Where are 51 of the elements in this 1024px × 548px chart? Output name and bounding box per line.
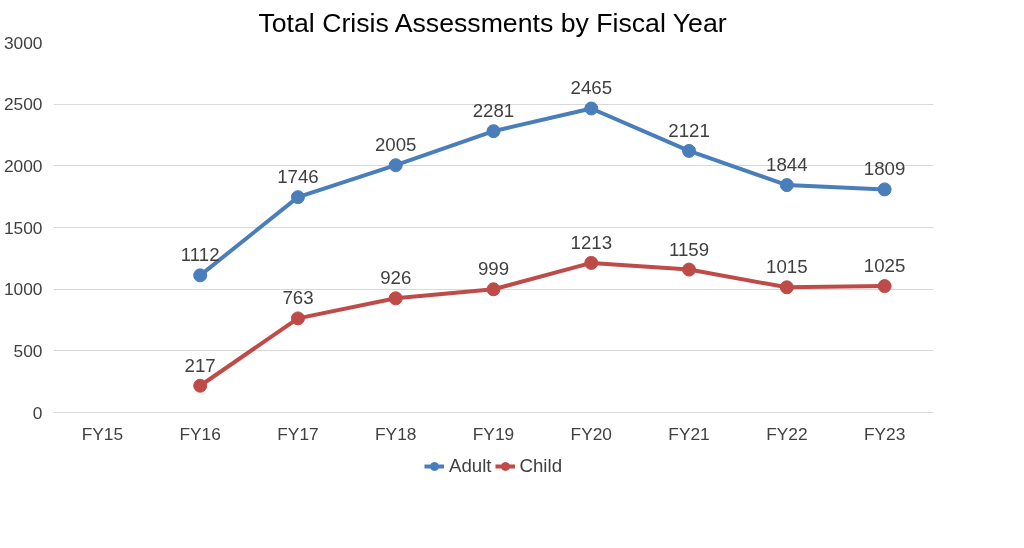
data-label: 999 (477, 258, 510, 280)
y-tick-label: 1500 (3, 217, 43, 238)
point (486, 282, 501, 297)
point (779, 280, 794, 295)
data-label: 1809 (863, 158, 906, 180)
y-tick-label: 2000 (3, 155, 43, 176)
x-tick-label: FY15 (81, 423, 124, 444)
x-tick-label: FY20 (570, 423, 612, 444)
data-label: 1025 (863, 255, 906, 277)
point (584, 255, 599, 270)
x-tick-label: FY21 (668, 423, 710, 444)
y-tick-label: 1000 (3, 279, 43, 300)
point (877, 279, 892, 294)
point (193, 268, 208, 283)
data-label: 2005 (374, 134, 417, 156)
data-label: 1746 (277, 166, 319, 188)
x-tick-label: FY16 (179, 423, 221, 444)
x-tick-label: FY22 (766, 423, 808, 444)
x-tick-label: FY17 (277, 423, 319, 444)
legend-label: Child (519, 455, 563, 477)
chart-title: Total Crisis Assessments by Fiscal Year (258, 7, 727, 38)
data-label: 763 (282, 287, 314, 309)
point (486, 124, 501, 139)
data-label: 1213 (570, 231, 613, 253)
y-tick-label: 3000 (3, 32, 43, 53)
point (388, 291, 403, 306)
point (290, 190, 305, 205)
data-label: 1159 (669, 238, 710, 260)
data-label: 217 (184, 354, 216, 376)
y-tick-label: 2500 (3, 94, 43, 115)
data-label: 1015 (766, 256, 808, 278)
x-tick-label: FY18 (375, 423, 417, 444)
data-label: 2465 (570, 77, 613, 99)
legend-label: Adult (448, 455, 492, 477)
point (388, 158, 403, 173)
data-label: 926 (380, 267, 412, 289)
point (877, 182, 892, 197)
data-label: 2281 (472, 100, 515, 122)
data-label: 1112 (180, 244, 220, 266)
data-label: 2121 (668, 119, 710, 141)
point (584, 101, 599, 116)
data-label: 1844 (766, 154, 808, 176)
point (779, 178, 794, 193)
point (682, 143, 697, 158)
x-tick-label: FY19 (472, 423, 515, 444)
y-tick-label: 0 (32, 402, 43, 423)
x-tick-label: FY23 (863, 423, 906, 444)
point (682, 262, 697, 277)
point (290, 311, 305, 326)
y-tick-label: 500 (13, 340, 43, 361)
point (193, 378, 208, 393)
